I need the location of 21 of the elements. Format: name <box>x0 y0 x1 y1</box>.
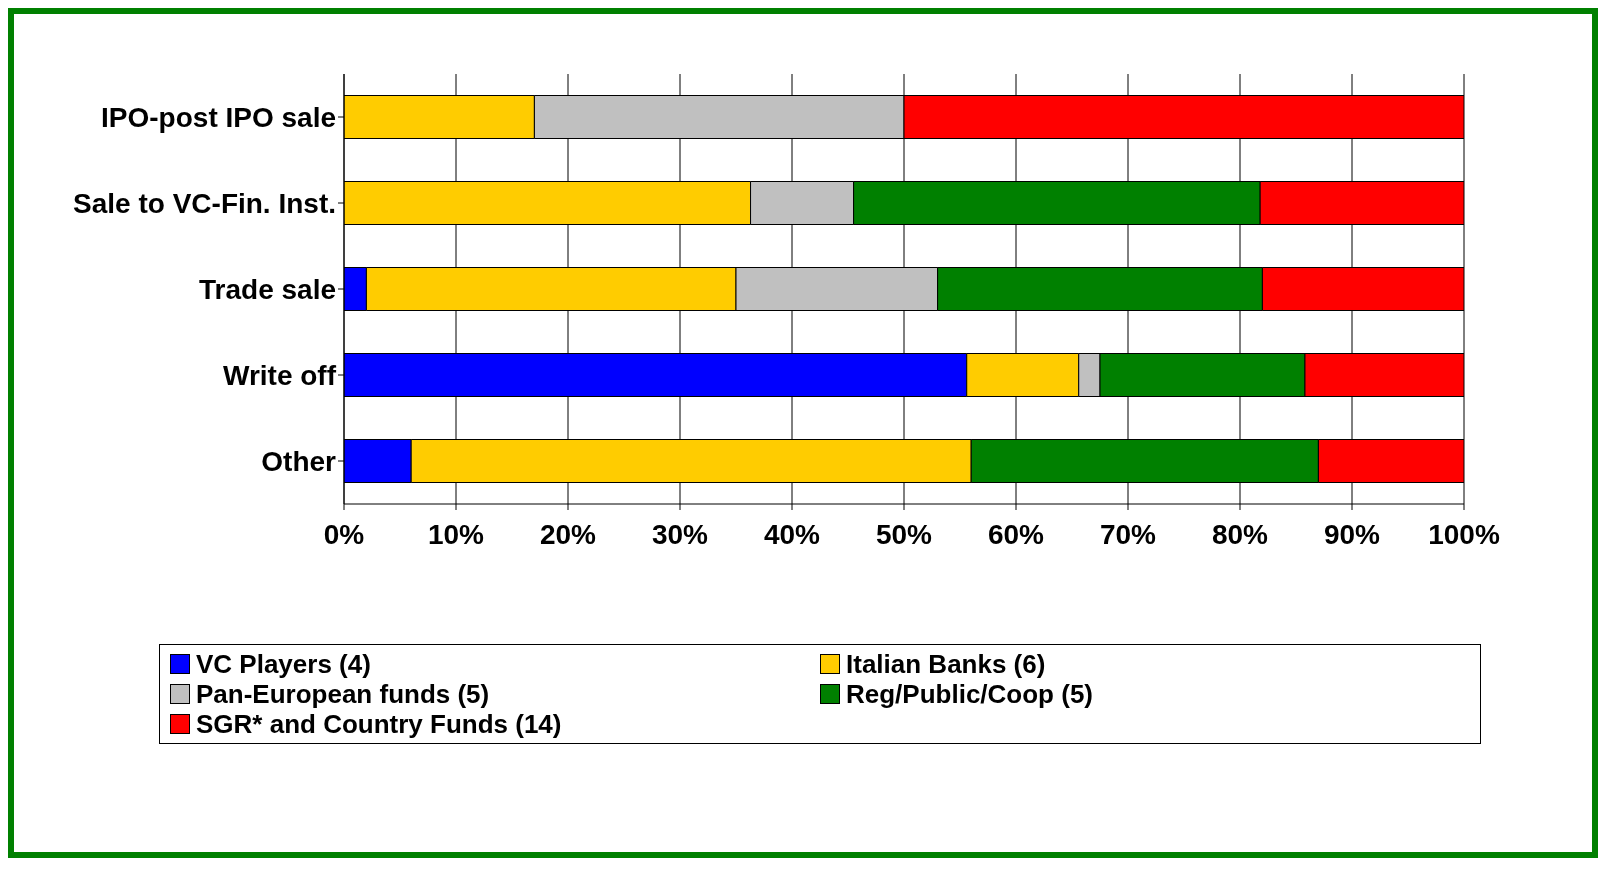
legend-label: Reg/Public/Coop (5) <box>846 679 1093 709</box>
x-tick-label: 20% <box>539 518 597 550</box>
x-tick-label: 100% <box>1428 518 1500 550</box>
x-tick-label: 40% <box>763 518 821 550</box>
legend-label: VC Players (4) <box>196 649 371 679</box>
legend-label: Italian Banks (6) <box>846 649 1046 679</box>
y-tick-label: Trade sale <box>199 273 336 305</box>
x-tick-label: 80% <box>1211 518 1269 550</box>
x-tick-label: 0% <box>323 518 365 550</box>
x-tick-label: 50% <box>875 518 933 550</box>
legend-label: Pan-European funds (5) <box>196 679 490 709</box>
x-tick-label: 70% <box>1099 518 1157 550</box>
y-tick-label: Sale to VC-Fin. Inst. <box>73 187 336 219</box>
x-tick-label: 10% <box>427 518 485 550</box>
x-tick-label: 30% <box>651 518 709 550</box>
x-tick-label: 60% <box>987 518 1045 550</box>
y-tick-label: Write off <box>222 359 337 391</box>
y-tick-label: IPO-post IPO sale <box>101 101 336 133</box>
x-tick-label: 90% <box>1323 518 1381 550</box>
legend-label: SGR* and Country Funds (14) <box>196 709 562 739</box>
y-tick-label: Other <box>261 445 337 477</box>
